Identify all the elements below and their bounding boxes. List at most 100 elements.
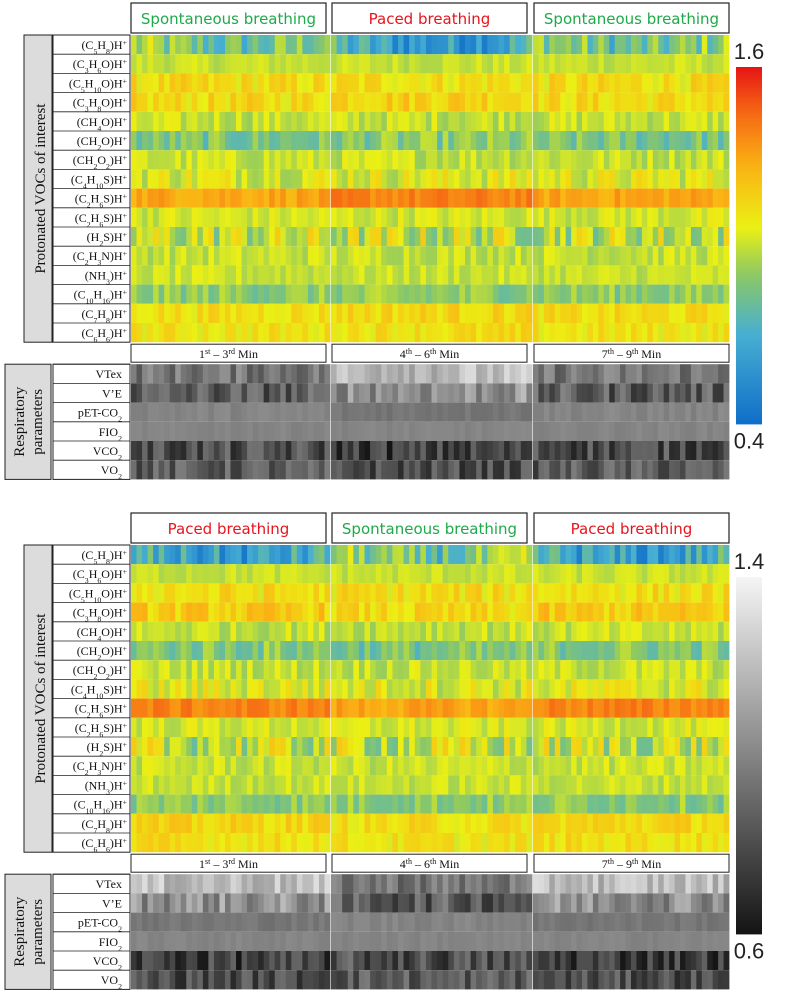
voc-cell: [358, 717, 365, 737]
voc-cell: [669, 35, 675, 55]
voc-cell: [313, 111, 320, 131]
voc-cell: [370, 284, 377, 304]
resp-cell: [481, 931, 488, 951]
voc-cell: [313, 284, 320, 304]
resp-cell: [592, 364, 599, 384]
voc-cell: [701, 602, 708, 622]
voc-cell: [347, 54, 354, 74]
voc-cell: [147, 583, 154, 603]
resp-cell: [263, 402, 270, 422]
voc-cell: [307, 246, 314, 266]
resp-cell: [164, 402, 171, 422]
voc-cell: [318, 111, 325, 131]
voc-cell: [386, 813, 393, 833]
voc-cell: [142, 679, 148, 699]
voc-cell: [403, 775, 410, 795]
voc-cell: [202, 564, 209, 584]
voc-cell: [614, 660, 621, 680]
voc-cell: [285, 227, 292, 247]
voc-cell: [208, 756, 215, 776]
resp-cell: [420, 441, 427, 461]
resp-cell: [241, 460, 248, 480]
voc-cell: [554, 602, 561, 622]
voc-cell: [403, 583, 410, 603]
resp-cell: [263, 931, 270, 951]
voc-cell: [258, 756, 265, 776]
voc-cell: [342, 35, 349, 55]
resp-cell: [723, 460, 730, 480]
voc-cell: [565, 73, 572, 93]
voc-cell: [169, 92, 176, 112]
voc-cell: [131, 92, 137, 112]
voc-cell: [169, 698, 176, 718]
voc-cell: [680, 794, 686, 814]
resp-cell: [258, 421, 265, 441]
resp-cell: [202, 874, 209, 894]
voc-cell: [504, 150, 511, 170]
voc-cell: [142, 756, 148, 776]
resp-cell: [425, 383, 432, 403]
voc-cell: [636, 660, 643, 680]
resp-cell: [723, 874, 730, 894]
voc-cell: [448, 775, 455, 795]
voc-cell: [609, 303, 616, 323]
resp-cell: [625, 441, 632, 461]
resp-cell: [603, 364, 610, 384]
resp-cell: [252, 912, 259, 932]
voc-cell: [609, 564, 616, 584]
voc-cell: [707, 545, 714, 565]
voc-cell: [652, 756, 659, 776]
resp-cell: [318, 912, 325, 932]
resp-cell: [690, 364, 697, 384]
voc-cell: [191, 111, 198, 131]
voc-cell: [208, 227, 215, 247]
voc-cell: [202, 265, 209, 285]
resp-cell: [403, 383, 410, 403]
voc-cell: [202, 545, 209, 565]
voc-cell: [498, 641, 505, 661]
resp-cell: [313, 460, 320, 480]
voc-cell: [342, 602, 349, 622]
voc-cell: [560, 303, 567, 323]
voc-cell: [224, 602, 231, 622]
voc-cell: [442, 564, 449, 584]
voc-cell: [723, 794, 730, 814]
resp-cell: [520, 874, 527, 894]
resp-cell: [403, 460, 410, 480]
voc-cell: [701, 265, 708, 285]
voc-cell: [560, 169, 567, 189]
voc-cell: [241, 207, 248, 227]
voc-cell: [358, 621, 365, 641]
voc-cell: [307, 621, 314, 641]
resp-cell: [180, 402, 187, 422]
resp-cell: [641, 893, 648, 913]
resp-cell: [641, 364, 648, 384]
resp-cell: [186, 402, 193, 422]
voc-cell: [392, 35, 399, 55]
resp-cell: [307, 364, 314, 384]
voc-cell: [164, 660, 171, 680]
voc-cell: [425, 150, 432, 170]
voc-cell: [175, 111, 182, 131]
voc-cell: [370, 813, 377, 833]
voc-cell: [696, 246, 703, 266]
voc-cell: [669, 679, 675, 699]
voc-cell: [202, 737, 209, 757]
voc-cell: [409, 660, 416, 680]
resp-cell: [498, 931, 505, 951]
voc-cell: [723, 111, 730, 131]
voc-cell: [647, 698, 654, 718]
voc-cell: [658, 54, 665, 74]
voc-cell: [696, 660, 703, 680]
voc-cell: [609, 207, 616, 227]
voc-cell: [403, 813, 410, 833]
resp-cell: [543, 912, 550, 932]
resp-cell: [592, 951, 599, 971]
resp-cell: [280, 970, 287, 990]
voc-cell: [131, 227, 137, 247]
resp-cell: [701, 951, 708, 971]
voc-cell: [142, 303, 148, 323]
resp-cell: [175, 383, 182, 403]
voc-cell: [236, 698, 242, 718]
voc-cell: [392, 660, 399, 680]
